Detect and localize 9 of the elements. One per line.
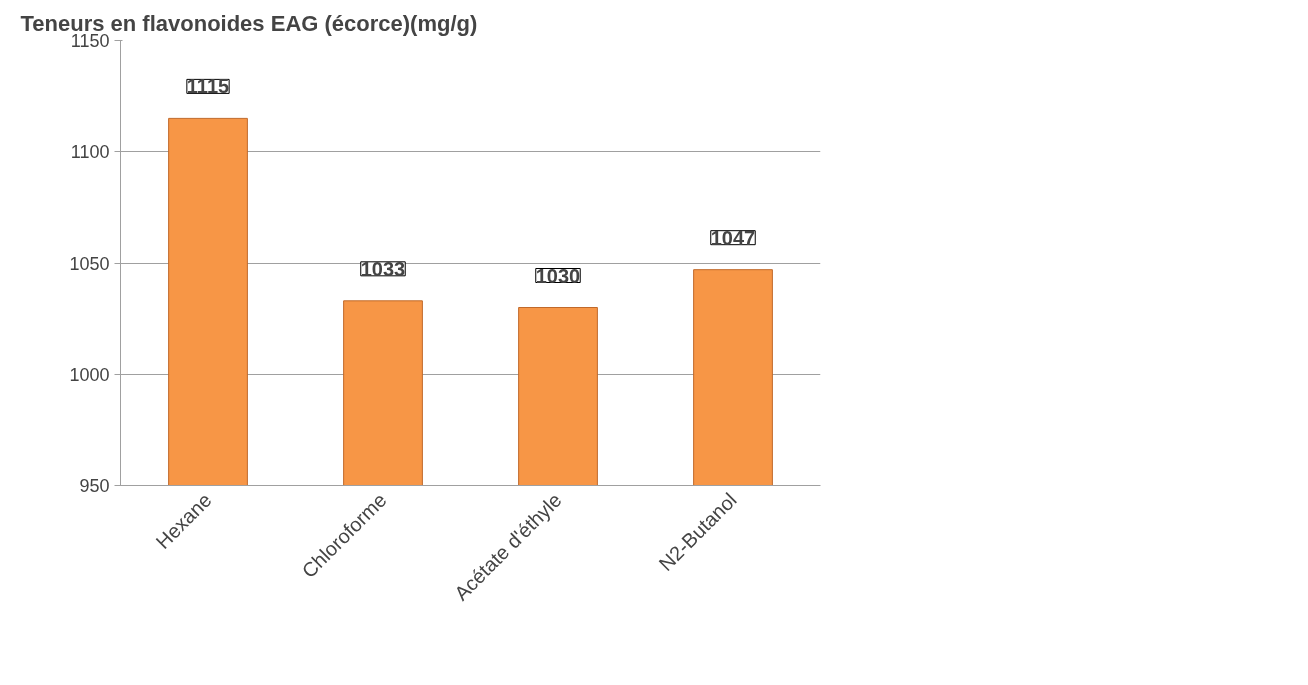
data-label: 1047 bbox=[710, 226, 756, 249]
y-tick-label: 1000 bbox=[69, 364, 110, 385]
y-tick-label: 950 bbox=[79, 476, 110, 496]
y-tick-label: 1050 bbox=[69, 253, 110, 274]
y-tick-label: 1150 bbox=[70, 31, 110, 51]
data-label: 1033 bbox=[360, 257, 406, 280]
data-label: 1030 bbox=[535, 264, 581, 287]
data-label: 1115 bbox=[186, 75, 230, 98]
y-tick-label: 1100 bbox=[70, 142, 110, 163]
